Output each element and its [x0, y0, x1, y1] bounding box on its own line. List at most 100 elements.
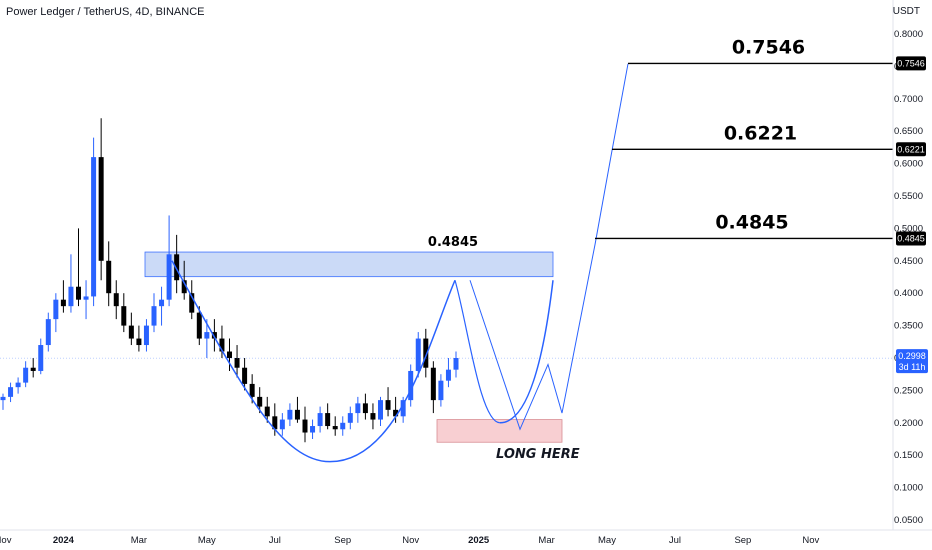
candle-body — [249, 383, 255, 397]
candle-body — [340, 422, 346, 430]
candle-body — [393, 409, 399, 417]
candle-body — [294, 409, 300, 420]
y-tick-label: 0.3500 — [894, 321, 923, 332]
target-label: 0.6221 — [724, 122, 797, 144]
chart-title: Power Ledger / TetherUS, 4D, BINANCE — [6, 6, 205, 18]
y-tick-label: 0.1500 — [894, 450, 923, 461]
x-tick-label: Sep — [734, 535, 751, 546]
y-tick-label: 0.6500 — [894, 126, 923, 137]
candle-body — [264, 406, 270, 417]
y-tick-label: 0.6000 — [894, 159, 923, 170]
long-zone-label: LONG HERE — [496, 447, 580, 462]
candle-body — [219, 338, 225, 352]
candle-body — [174, 254, 180, 281]
resistance-zone — [144, 251, 554, 278]
y-tick-label: 0.5000 — [894, 223, 923, 234]
candle-body — [211, 332, 217, 339]
x-tick-label: Nov — [802, 535, 819, 546]
x-tick-label: 2024 — [53, 535, 75, 546]
candle-body — [136, 338, 142, 346]
candle-body — [0, 396, 6, 401]
candle-body — [325, 413, 331, 427]
y-tick-label: 0.1000 — [894, 483, 923, 494]
target-price-tag-text: 0.7546 — [897, 58, 925, 68]
candle-body — [151, 306, 157, 326]
candle-body — [302, 419, 308, 433]
handle-curve — [454, 280, 501, 424]
target-price-tag — [896, 56, 926, 71]
candle-body — [159, 299, 165, 307]
x-tick-label: May — [198, 535, 216, 546]
candle-body — [45, 319, 51, 346]
target-price-tag — [896, 231, 926, 246]
x-tick-label: Jul — [669, 535, 681, 546]
candle-body — [430, 367, 436, 401]
countdown-text: 3d 11h — [899, 362, 926, 372]
candle-body — [257, 396, 263, 407]
candle-body — [189, 293, 195, 313]
projection-path — [469, 63, 629, 431]
candle-body — [400, 400, 406, 417]
candle-body — [453, 358, 459, 370]
x-tick-label: Nov — [0, 535, 12, 546]
zones: 0.4845 LONG HERE — [144, 235, 580, 462]
target-label: 0.4845 — [715, 211, 788, 233]
y-tick-label: 0.2500 — [894, 385, 923, 396]
candle-body — [30, 367, 36, 371]
candle-body — [91, 157, 97, 297]
candle-body — [234, 358, 240, 368]
candle-body — [121, 306, 127, 326]
x-tick-label: 2025 — [468, 535, 490, 546]
current-price-tag-text: 0.2998 — [898, 351, 926, 361]
long-zone — [436, 419, 563, 443]
candle-body — [423, 338, 429, 368]
candles — [0, 118, 459, 443]
candle-body — [196, 312, 202, 339]
candle-body — [310, 426, 316, 433]
target-price-tag — [896, 142, 926, 157]
candle-body — [106, 260, 112, 294]
resistance-zone-label: 0.4845 — [428, 235, 478, 250]
x-tick-label: May — [598, 535, 616, 546]
candle-body — [287, 409, 293, 420]
candle-body — [317, 413, 323, 427]
candle-body — [279, 419, 285, 430]
candle-body — [166, 254, 172, 300]
candle-body — [385, 400, 391, 410]
candle-body — [15, 382, 21, 388]
y-tick-label: 0.5500 — [894, 191, 923, 202]
candle-body — [204, 332, 210, 339]
current-price-tag — [896, 349, 928, 374]
x-tick-label: Sep — [334, 535, 351, 546]
target-label: 0.7546 — [732, 36, 805, 58]
y-tick-label: 0.0500 — [894, 515, 923, 526]
candle-body — [128, 325, 134, 339]
candle-body — [60, 299, 66, 307]
cup-curve — [171, 260, 456, 463]
target-price-tag-text: 0.6221 — [897, 144, 925, 154]
y-tick-label: 0.7000 — [894, 94, 923, 105]
y-tick-label: 0.8000 — [894, 29, 923, 40]
candle-body — [98, 157, 104, 261]
cup-right-curve — [499, 280, 554, 424]
x-tick-label: Jul — [269, 535, 281, 546]
candle-body — [445, 369, 451, 381]
currency-label: USDT — [892, 6, 920, 17]
candle-body — [76, 286, 81, 300]
candle-body — [415, 338, 421, 371]
candle-body — [38, 345, 44, 371]
drawings: 0.7546 0.6221 0.4845 — [0, 36, 893, 463]
y-tick-label: 0.2000 — [894, 418, 923, 429]
candle-body — [408, 370, 414, 401]
candle-body — [438, 380, 444, 401]
candle-body — [332, 426, 338, 430]
candle-body — [362, 403, 368, 414]
candle-body — [181, 280, 187, 294]
candle-body — [355, 403, 361, 414]
candle-body — [347, 413, 353, 423]
candle-body — [378, 400, 383, 420]
candle-body — [68, 286, 74, 307]
candle-body — [83, 296, 89, 300]
